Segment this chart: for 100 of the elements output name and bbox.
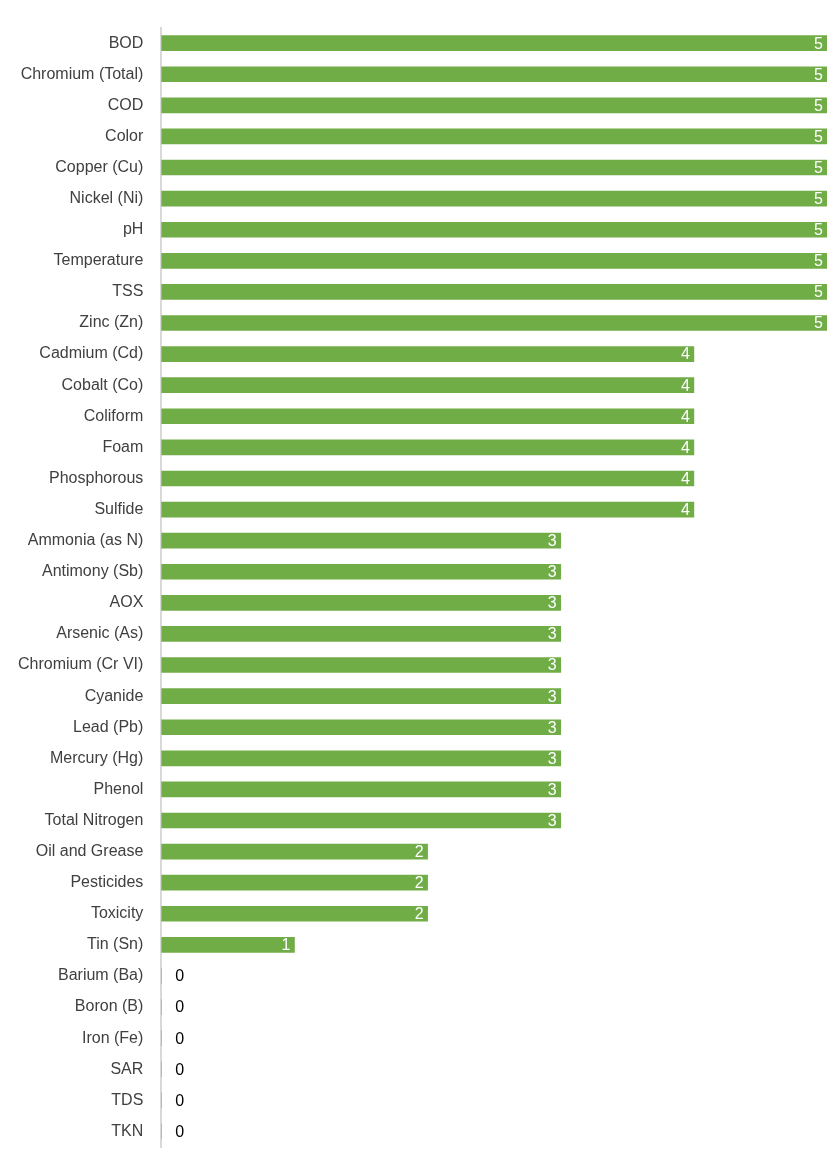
y-tick-label: Iron (Fe) xyxy=(81,1028,144,1046)
y-tick-label: Lead (Pb) xyxy=(73,717,144,735)
y-tick-label: Barium (Ba) xyxy=(57,966,144,984)
y-tick-label: Sulfide xyxy=(94,499,144,517)
bar xyxy=(161,874,428,891)
data-label: 3 xyxy=(547,532,557,550)
y-tick-label: SAR xyxy=(110,1059,144,1077)
data-label: 3 xyxy=(547,718,557,736)
data-label: 4 xyxy=(680,500,690,518)
data-label: 3 xyxy=(547,625,557,643)
bar xyxy=(161,35,827,51)
bar xyxy=(161,905,428,922)
bar xyxy=(161,470,695,487)
bar xyxy=(161,812,562,829)
bar xyxy=(161,781,562,798)
y-tick-label: Antimony (Sb) xyxy=(41,562,144,580)
y-tick-label: Tin (Sn) xyxy=(87,935,144,953)
y-tick-label: TSS xyxy=(112,282,144,300)
y-tick-label: Foam xyxy=(102,437,144,455)
data-label: 1 xyxy=(281,936,291,954)
bar xyxy=(161,657,562,673)
data-label: 5 xyxy=(814,314,824,332)
bar xyxy=(161,252,827,269)
data-label: 3 xyxy=(547,563,557,581)
y-tick-label: Phenol xyxy=(93,779,144,797)
bar xyxy=(161,97,827,114)
bar xyxy=(161,688,562,704)
data-label: 5 xyxy=(814,252,824,270)
bar xyxy=(161,408,695,425)
data-label: 0 xyxy=(175,1091,185,1109)
y-tick-label: Oil and Grease xyxy=(35,842,144,860)
bar xyxy=(161,439,695,456)
bar xyxy=(161,346,695,362)
y-tick-label: TDS xyxy=(111,1090,144,1108)
y-tick-label: Copper (Cu) xyxy=(55,157,144,175)
data-label: 2 xyxy=(414,874,424,892)
data-label: 3 xyxy=(547,811,557,829)
y-tick-label: Chromium (Total) xyxy=(20,64,144,82)
bar xyxy=(161,595,562,611)
data-label: 3 xyxy=(547,687,557,705)
data-label: 0 xyxy=(175,1060,185,1078)
y-tick-label: Color xyxy=(105,126,145,144)
y-tick-label: Coliform xyxy=(83,406,144,424)
data-label: 0 xyxy=(175,1029,185,1047)
y-tick-label: pH xyxy=(122,220,144,238)
y-tick-label: Ammonia (as N) xyxy=(27,531,144,549)
data-label: 4 xyxy=(680,407,690,425)
bar xyxy=(161,719,562,736)
y-tick-label: Nickel (Ni) xyxy=(69,189,144,207)
data-label: 5 xyxy=(814,34,824,52)
data-label: 2 xyxy=(414,905,424,923)
bar xyxy=(161,937,295,953)
bar xyxy=(161,315,827,331)
y-tick-label: Chromium (Cr VI) xyxy=(17,655,144,673)
data-label: 0 xyxy=(175,998,185,1016)
data-label: 5 xyxy=(814,221,824,239)
data-label: 4 xyxy=(680,469,690,487)
y-tick-label: Zinc (Zn) xyxy=(79,313,144,331)
bar xyxy=(161,626,562,642)
bar xyxy=(161,532,562,549)
y-tick-label: Mercury (Hg) xyxy=(49,748,144,766)
y-tick-label: BOD xyxy=(108,33,144,51)
bar xyxy=(161,501,695,518)
data-label: 3 xyxy=(547,594,557,612)
bar xyxy=(161,284,827,300)
bar xyxy=(161,159,827,176)
data-label: 3 xyxy=(547,780,557,798)
bar xyxy=(161,221,827,238)
y-tick-label: Toxicity xyxy=(90,904,144,922)
y-tick-label: Pesticides xyxy=(70,873,144,891)
y-tick-label: Boron (B) xyxy=(74,997,144,1015)
y-tick-label: TKN xyxy=(111,1121,144,1139)
bar xyxy=(161,377,695,394)
y-tick-label: Temperature xyxy=(53,251,144,269)
y-tick-label: Cobalt (Co) xyxy=(61,375,144,393)
data-label: 5 xyxy=(814,190,824,208)
y-tick-label: Total Nitrogen xyxy=(44,810,144,828)
data-label: 3 xyxy=(547,749,557,767)
data-label: 4 xyxy=(680,345,690,363)
bar xyxy=(161,190,827,207)
data-label: 5 xyxy=(814,158,824,176)
data-label: 4 xyxy=(680,376,690,394)
data-label: 2 xyxy=(414,843,424,861)
y-tick-label: AOX xyxy=(109,593,144,611)
y-tick-label: COD xyxy=(107,95,144,113)
bar xyxy=(161,66,827,83)
data-label: 0 xyxy=(175,1122,185,1140)
y-tick-label: Cadmium (Cd) xyxy=(39,344,144,362)
data-label: 5 xyxy=(814,96,824,114)
data-label: 5 xyxy=(814,65,824,83)
bar xyxy=(161,750,562,767)
bar xyxy=(161,843,428,860)
bar xyxy=(161,563,562,580)
data-label: 5 xyxy=(814,283,824,301)
data-label: 4 xyxy=(680,438,690,456)
y-tick-label: Cyanide xyxy=(84,686,144,704)
data-label: 3 xyxy=(547,656,557,674)
bar xyxy=(161,128,827,145)
data-label: 5 xyxy=(814,127,824,145)
y-tick-label: Phosphorous xyxy=(49,468,144,486)
